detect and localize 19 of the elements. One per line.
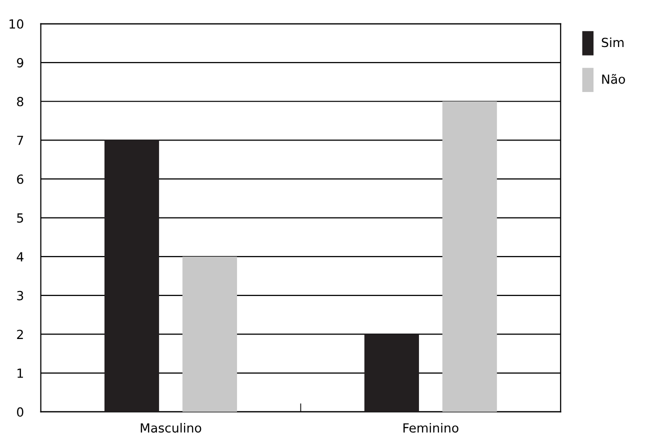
bar	[182, 256, 238, 412]
y-tick-label: 0	[17, 407, 24, 417]
y-tick-label: 6	[17, 174, 24, 184]
bar	[364, 334, 419, 412]
y-tick-label: 8	[17, 96, 24, 106]
y-tick-label: 10	[10, 19, 24, 29]
y-tick-label: 9	[16, 58, 24, 68]
x-tick-label: Feminino	[403, 422, 458, 433]
y-tick-label: 4	[16, 252, 24, 262]
y-tick-label: 7	[17, 136, 24, 145]
bar	[442, 101, 497, 412]
y-tick-label: 1	[18, 368, 23, 378]
y-tick-label: 3	[17, 290, 24, 300]
legend-label: Sim	[602, 38, 624, 48]
y-tick-label: 5	[17, 213, 24, 223]
bar	[104, 140, 160, 412]
y-tick-label: 2	[17, 330, 23, 339]
legend-label: Não	[602, 74, 625, 84]
x-tick-label: Masculino	[140, 422, 202, 433]
